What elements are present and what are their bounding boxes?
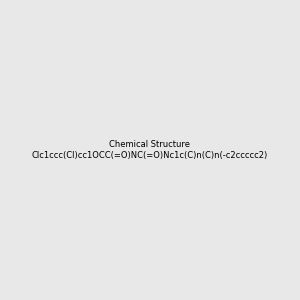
Text: Chemical Structure
Clc1ccc(Cl)cc1OCC(=O)NC(=O)Nc1c(C)n(C)n(-c2ccccc2): Chemical Structure Clc1ccc(Cl)cc1OCC(=O)… <box>32 140 268 160</box>
